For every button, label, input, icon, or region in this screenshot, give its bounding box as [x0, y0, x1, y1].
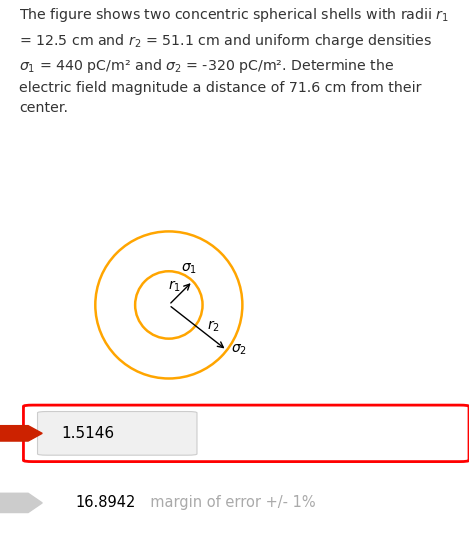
Text: $r_1$: $r_1$ — [168, 279, 181, 294]
Text: 1.5146: 1.5146 — [61, 426, 114, 441]
Text: margin of error +/- 1%: margin of error +/- 1% — [141, 495, 315, 510]
Text: $r_2$: $r_2$ — [207, 319, 219, 334]
Polygon shape — [0, 493, 42, 513]
Text: $\sigma_1$: $\sigma_1$ — [182, 261, 197, 276]
FancyBboxPatch shape — [23, 405, 469, 462]
Polygon shape — [0, 426, 42, 441]
Text: $\sigma_2$: $\sigma_2$ — [231, 342, 247, 357]
Text: 16.8942: 16.8942 — [75, 495, 136, 510]
FancyBboxPatch shape — [38, 411, 197, 455]
Text: The figure shows two concentric spherical shells with radii $r_1$
= 12.5 cm and : The figure shows two concentric spherica… — [19, 6, 449, 115]
